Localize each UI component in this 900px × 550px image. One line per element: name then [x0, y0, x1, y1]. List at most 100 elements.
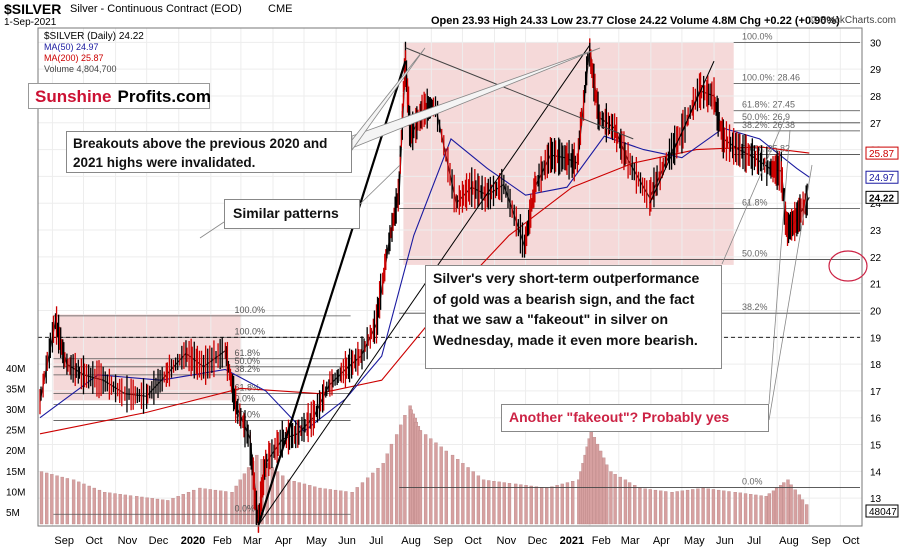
volume-bar [534, 486, 539, 525]
fib-label-2021: 38.2%: 26.38 [742, 120, 795, 130]
volume-bar [722, 490, 726, 525]
volume-bar [627, 482, 632, 525]
callout-pointer-similar-left [199, 221, 225, 239]
price-label-box [865, 504, 899, 518]
chart-symbol: $SILVER [4, 1, 62, 17]
x-tick-label: Sep [811, 535, 831, 547]
volume-bar [595, 443, 600, 525]
x-tick-label: Apr [653, 535, 670, 547]
y-tick-label: 21 [870, 280, 882, 291]
volume-bar [648, 489, 652, 525]
fib-label-2021: 0.0%: 25.82 [742, 143, 790, 153]
volume-bar [738, 492, 743, 525]
volume-bar [539, 487, 544, 525]
volume-bar [701, 487, 705, 525]
volume-bar [160, 499, 165, 525]
annotation-marks: 25.87 24.97 24.22 48047 [199, 47, 899, 518]
volume-bar [592, 437, 597, 525]
y-tick-label: 18 [870, 360, 882, 371]
volume-bar [135, 496, 139, 525]
volume-bar [65, 478, 70, 525]
volume-axis-label: 15M [6, 467, 25, 478]
volume-bar [456, 459, 460, 525]
x-tick-label: Dec [528, 535, 548, 547]
x-tick-label: 2020 [181, 535, 205, 547]
volume-bar [680, 490, 685, 525]
volume-bar [691, 489, 695, 525]
volume-bar [793, 489, 797, 525]
chart-exchange: CME [268, 3, 293, 15]
volume-bar [434, 442, 438, 525]
volume-axis-label: 40M [6, 364, 25, 375]
volume-bar [782, 482, 786, 525]
x-tick-label: Jul [747, 535, 761, 547]
y-tick-label: 27 [870, 119, 882, 130]
volume-bar [727, 491, 731, 525]
fib-label-2021: 50.0% [742, 249, 768, 259]
volume-bar [376, 467, 380, 525]
volume-bar [218, 490, 223, 525]
volume-bar [786, 479, 790, 525]
fib-label-2021: 61.8%: 27.45 [742, 100, 795, 110]
volume-bar [685, 489, 690, 525]
volume-bar [166, 500, 170, 525]
volume-bar [292, 481, 296, 525]
volume-bar [797, 494, 802, 525]
fib-label-2021: 100.0%: 28.46 [742, 73, 800, 83]
volume-bar [429, 438, 433, 525]
volume-bar [365, 477, 370, 525]
volume-bar [381, 463, 385, 525]
volume-bar [318, 487, 322, 525]
trendline-resistance [405, 47, 634, 140]
x-tick-label: Sep [54, 535, 74, 547]
y-tick-label: 14 [870, 467, 882, 478]
volume-bar [113, 493, 117, 525]
volume-bar [565, 482, 570, 525]
volume-bar [344, 491, 348, 525]
legend-ma50: MA(50) 24.97 [44, 42, 99, 52]
volume-bar [439, 446, 443, 525]
volume-axis-label: 10M [6, 487, 25, 498]
volume-bar [323, 488, 327, 525]
volume-bar [423, 434, 428, 525]
volume-bar [145, 497, 149, 525]
volume-bar [97, 489, 102, 525]
fib-label-2020: 50.0% [235, 356, 261, 366]
volume-bar [333, 489, 338, 525]
volume-bar [450, 454, 455, 525]
volume-bar [602, 457, 606, 525]
fib-label-2020: 100.0% [235, 305, 266, 315]
volume-bar [389, 443, 394, 525]
x-tick-label: Dec [149, 535, 169, 547]
volume-bar [764, 496, 768, 525]
fib-label-2020: 61.8% [235, 348, 261, 358]
legend-symbol: $SILVER (Daily) 24.22 [44, 31, 144, 42]
volume-bar [287, 479, 291, 525]
volume-bar [234, 485, 238, 525]
volume-bar [743, 493, 748, 525]
volume-bar [360, 482, 365, 525]
y-tick-label: 20 [870, 306, 882, 317]
price-label-text: 24.22 [869, 193, 894, 204]
x-tick-label: Feb [213, 535, 232, 547]
volume-bar [103, 492, 107, 525]
volume-bar [502, 482, 506, 525]
volume-bar [140, 496, 144, 525]
volume-bar [339, 490, 343, 525]
volume-bar [487, 480, 491, 525]
volume-bar [82, 483, 86, 525]
volume-bar [328, 489, 333, 525]
price-label-text: 48047 [869, 507, 897, 518]
volume-bar [560, 483, 564, 525]
volume-bar [224, 491, 228, 525]
volume-bar [550, 486, 554, 525]
volume-bar [355, 487, 359, 525]
fib-label-2021: 50.0%: 26.9 [742, 112, 790, 122]
volume-bar [77, 481, 81, 525]
volume-bar [238, 479, 242, 525]
volume-bar [481, 479, 486, 525]
callout-pointer-outperformance [721, 117, 786, 265]
volume-bar [55, 475, 59, 525]
price-label-text: 24.97 [869, 173, 894, 184]
x-tick-label: May [684, 535, 705, 547]
